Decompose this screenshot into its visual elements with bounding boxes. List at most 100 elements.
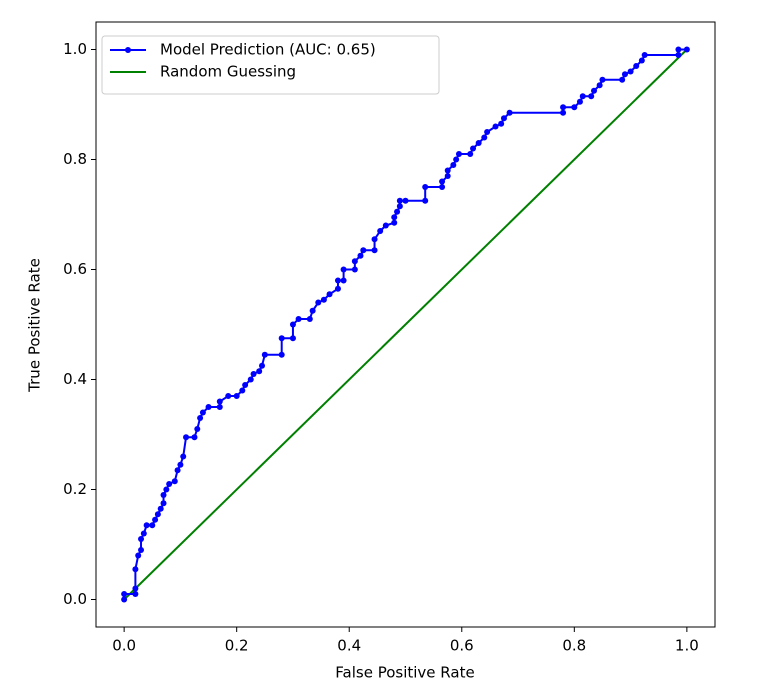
point bbox=[484, 129, 491, 135]
x-tick-label: 0.0 bbox=[112, 637, 136, 655]
legend-marker bbox=[125, 47, 131, 53]
point bbox=[371, 236, 378, 243]
point bbox=[402, 197, 409, 204]
point bbox=[500, 115, 507, 122]
point bbox=[619, 76, 626, 83]
point bbox=[191, 434, 198, 441]
point bbox=[138, 536, 145, 542]
point bbox=[396, 203, 403, 210]
series-line bbox=[123, 48, 688, 601]
point bbox=[455, 151, 462, 157]
point bbox=[334, 285, 341, 292]
point bbox=[132, 591, 139, 597]
y-tick-label: 1.0 bbox=[63, 40, 87, 58]
y-tick-label: 0.0 bbox=[63, 590, 87, 608]
point bbox=[444, 167, 451, 174]
point bbox=[481, 134, 488, 141]
point bbox=[591, 87, 598, 94]
point bbox=[627, 68, 634, 75]
point bbox=[121, 596, 128, 603]
point bbox=[439, 184, 446, 190]
point bbox=[596, 82, 603, 89]
point bbox=[138, 547, 145, 553]
point bbox=[326, 291, 333, 298]
point bbox=[315, 299, 322, 306]
point bbox=[357, 252, 364, 259]
x-tick-label: 1.0 bbox=[675, 637, 699, 655]
point bbox=[394, 208, 401, 215]
point bbox=[261, 351, 268, 358]
point bbox=[143, 522, 150, 529]
point bbox=[259, 362, 266, 369]
point bbox=[152, 516, 159, 523]
point bbox=[588, 93, 595, 100]
point bbox=[506, 109, 513, 116]
point bbox=[295, 316, 302, 322]
point bbox=[289, 321, 296, 328]
point bbox=[157, 505, 164, 512]
y-tick-label: 0.4 bbox=[63, 370, 87, 388]
x-tick-label: 0.8 bbox=[562, 637, 586, 655]
point bbox=[320, 296, 327, 303]
point bbox=[250, 371, 257, 377]
x-tick-label: 0.4 bbox=[337, 637, 361, 655]
legend-box bbox=[101, 35, 440, 95]
point bbox=[216, 398, 223, 405]
point bbox=[571, 104, 578, 111]
x-tick-label: 0.2 bbox=[225, 637, 249, 655]
point bbox=[256, 368, 263, 375]
point bbox=[396, 197, 403, 204]
point bbox=[177, 461, 184, 468]
point bbox=[675, 52, 682, 58]
point bbox=[492, 123, 499, 130]
point bbox=[180, 453, 187, 460]
x-axis-label: False Positive Rate bbox=[335, 664, 474, 682]
point bbox=[334, 277, 341, 284]
point bbox=[371, 247, 378, 254]
point bbox=[351, 258, 358, 265]
legend-label: Random Guessing bbox=[160, 63, 296, 81]
point bbox=[579, 93, 586, 100]
point bbox=[239, 387, 246, 394]
point bbox=[242, 382, 249, 388]
point bbox=[633, 63, 640, 69]
point bbox=[675, 46, 682, 53]
point bbox=[225, 393, 232, 399]
point bbox=[140, 530, 147, 537]
point bbox=[197, 415, 204, 421]
point bbox=[289, 335, 296, 342]
point bbox=[194, 426, 201, 432]
point bbox=[174, 467, 181, 474]
y-tick-label: 0.6 bbox=[63, 260, 87, 278]
point bbox=[422, 197, 429, 204]
point bbox=[132, 566, 139, 573]
point bbox=[121, 591, 128, 597]
point bbox=[278, 351, 285, 358]
point bbox=[135, 552, 142, 559]
point bbox=[498, 120, 505, 127]
point bbox=[171, 478, 178, 485]
point bbox=[233, 393, 240, 399]
point bbox=[132, 585, 139, 592]
point bbox=[560, 104, 567, 111]
point bbox=[641, 52, 648, 58]
point bbox=[638, 57, 645, 64]
point bbox=[467, 151, 474, 157]
point bbox=[453, 156, 460, 163]
point bbox=[306, 316, 313, 322]
point bbox=[216, 404, 223, 410]
point bbox=[576, 98, 583, 105]
point bbox=[149, 522, 156, 529]
point bbox=[340, 266, 347, 273]
point bbox=[154, 511, 161, 518]
point bbox=[382, 222, 389, 229]
point bbox=[621, 71, 628, 78]
y-tick-label: 0.8 bbox=[63, 150, 87, 168]
point bbox=[199, 409, 206, 416]
point bbox=[450, 162, 457, 168]
point bbox=[351, 266, 358, 273]
point bbox=[599, 76, 606, 83]
point bbox=[475, 140, 482, 146]
